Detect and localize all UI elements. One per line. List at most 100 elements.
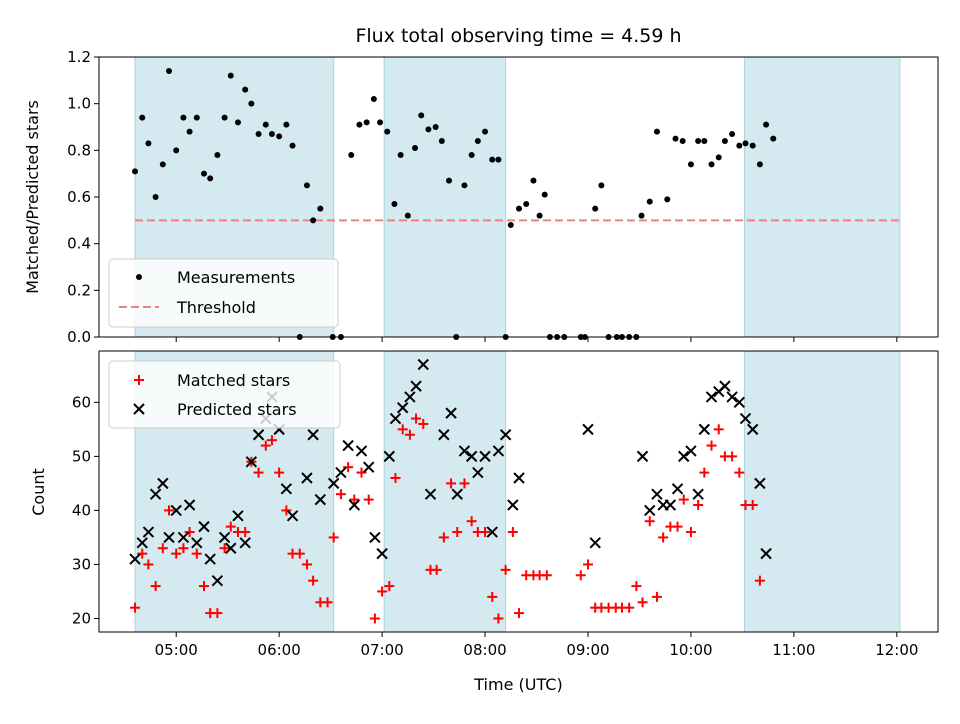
matched-star-point [446, 478, 457, 489]
matched-star-point [191, 548, 202, 559]
matched-star-point [343, 462, 354, 473]
matched-star-point [294, 548, 305, 559]
measurement-point [132, 168, 139, 175]
matched-star-point [727, 451, 738, 462]
matched-star-point [706, 440, 717, 451]
predicted-star-point [369, 531, 381, 544]
matched-star-point [754, 575, 765, 586]
matched-star-point [651, 591, 662, 602]
matched-star-point [500, 564, 511, 575]
measurement-point [348, 152, 355, 158]
matched-star-point [452, 527, 463, 538]
predicted-star-point [664, 499, 677, 511]
matched-star-point [377, 586, 388, 597]
predicted-star-point [163, 531, 175, 544]
predicted-star-point [685, 445, 697, 457]
measurement-point [495, 156, 502, 163]
predicted-star-point [355, 445, 368, 457]
measurement-point [756, 161, 763, 168]
matched-star-point [624, 602, 635, 613]
y-tick-label: 30 [72, 555, 91, 573]
predicted-star-point [719, 380, 731, 392]
matched-star-point [507, 527, 518, 538]
matched-star-point [369, 613, 380, 624]
matched-star-point [171, 548, 182, 559]
matched-star-point [266, 435, 277, 446]
measurement-point [672, 135, 679, 142]
matched-star-point [431, 564, 442, 575]
measurement-point [397, 152, 404, 158]
matched-star-point [260, 440, 271, 451]
predicted-star-point [307, 429, 319, 441]
measurement-point [541, 191, 548, 198]
measurement-point [438, 138, 445, 144]
matched-star-point [274, 467, 285, 478]
x-tick-label: 07:00 [360, 641, 403, 659]
measurement-point [221, 114, 228, 121]
matched-star-point [225, 521, 236, 532]
matched-star-point [130, 602, 141, 613]
predicted-star-point [342, 439, 354, 452]
measurement-point [283, 121, 290, 128]
matched-star-point [137, 548, 148, 559]
matched-star-point [734, 467, 745, 478]
predicted-star-point [698, 423, 711, 436]
predicted-star-point [499, 429, 512, 441]
predicted-star-point [754, 477, 766, 490]
measurement-point [384, 128, 391, 135]
measurement-point [592, 205, 599, 212]
x-tick-label: 06:00 [258, 641, 301, 659]
top-panel-y-axis: 0.0 0.2 0.4 0.6 0.8 1.0 1.2 [67, 48, 99, 346]
predicted-star-point [301, 472, 313, 484]
legend-measurements-label: Measurements [177, 268, 295, 287]
matched-star-point [219, 543, 230, 554]
measurement-point [489, 156, 496, 163]
measurement-point [664, 196, 671, 203]
x-tick-label: 12:00 [875, 641, 918, 659]
predicted-star-point [129, 553, 141, 565]
measurement-point [530, 177, 537, 184]
predicted-star-point [348, 499, 361, 511]
matched-star-point [281, 505, 292, 516]
top-panel-y-label: Matched/Predicted stars [23, 100, 42, 294]
matched-star-point [438, 532, 449, 543]
matched-star-point [335, 489, 346, 500]
measurement-point [139, 114, 146, 121]
predicted-star-point [389, 412, 402, 425]
measurement-point [186, 128, 193, 135]
predicted-star-point [232, 510, 244, 522]
matched-star-point [466, 516, 477, 527]
predicted-star-point [149, 488, 162, 500]
predicted-star-point [170, 504, 182, 517]
predicted-star-point [239, 537, 251, 549]
x-axis-label: Time (UTC) [473, 675, 562, 694]
matched-star-point [301, 559, 312, 570]
predicted-star-point [157, 477, 169, 490]
measurements-series [132, 68, 777, 340]
matched-star-point [212, 608, 223, 619]
predicted-star-point [136, 537, 148, 549]
shaded-span [383, 350, 507, 633]
predicted-star-point [204, 553, 216, 565]
top-panel: 0.0 0.2 0.4 0.6 0.8 1.0 1.2 Matched/Predicted … [23, 48, 939, 346]
x-tick-label: 08:00 [463, 641, 506, 659]
predicted-star-point [705, 391, 718, 403]
predicted-star-point [363, 461, 375, 473]
matched-stars-series [130, 413, 765, 624]
matched-star-point [328, 532, 339, 543]
shaded-span [743, 56, 901, 338]
legend-predicted-label: Predicted stars [177, 400, 297, 419]
matched-star-point [164, 505, 175, 516]
measurement-point [701, 138, 708, 144]
legend-matched-label: Matched stars [177, 371, 290, 390]
chart-title: Flux total observing time = 4.59 h [355, 25, 681, 47]
measurement-point [708, 161, 715, 168]
predicted-star-point [644, 504, 656, 517]
measurement-point [370, 96, 377, 102]
predicted-star-point [245, 456, 258, 468]
y-tick-label: 0.4 [67, 235, 91, 253]
bottom-panel-y-label: Count [29, 468, 48, 516]
measurement-point [523, 201, 530, 207]
predicted-star-point [225, 542, 237, 554]
measurement-point [432, 124, 439, 130]
